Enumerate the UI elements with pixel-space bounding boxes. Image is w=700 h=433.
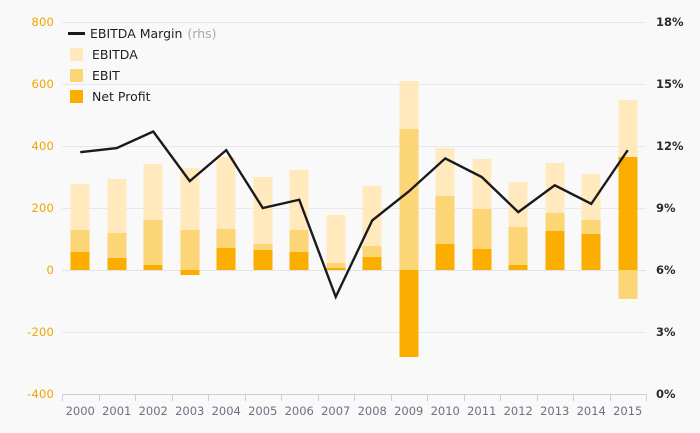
x-axis-label: 2014	[576, 404, 606, 418]
gridline	[62, 332, 646, 333]
right-axis-tick: 12%	[656, 139, 684, 153]
bar-group[interactable]	[318, 22, 355, 394]
x-axis-label: 2009	[394, 404, 424, 418]
bar-segment-net-profit[interactable]	[581, 234, 601, 270]
bar-segment-ebitda[interactable]	[326, 214, 346, 270]
left-axis-tick: -200	[27, 325, 54, 339]
x-axis-tick	[463, 394, 465, 401]
x-axis-tick	[98, 394, 100, 401]
x-axis-label: 2015	[613, 404, 643, 418]
left-axis-tick: 200	[31, 201, 54, 215]
x-axis-label: 2007	[321, 404, 351, 418]
bar-segment-net-profit[interactable]	[216, 248, 236, 270]
bar-group[interactable]	[610, 22, 647, 394]
bar-segment-net-profit[interactable]	[253, 249, 273, 270]
legend-item-net-profit[interactable]: Net Profit	[68, 87, 288, 106]
right-axis-tick: 0%	[656, 387, 676, 401]
bar-segment-net-profit[interactable]	[545, 231, 565, 270]
x-axis-label: 2013	[540, 404, 570, 418]
bar-group[interactable]	[391, 22, 428, 394]
bar-group[interactable]	[537, 22, 574, 394]
left-axis-tick: 600	[31, 77, 54, 91]
legend-axis-note: (rhs)	[187, 26, 217, 41]
bar-segment-net-profit[interactable]	[70, 252, 90, 270]
bar-segment-ebit[interactable]	[180, 230, 200, 270]
x-axis-tick	[500, 394, 501, 401]
legend-label: EBITDA	[92, 47, 138, 62]
x-axis-tick	[536, 394, 538, 401]
legend-item-ebitda[interactable]: EBITDA	[68, 45, 288, 64]
x-axis-label: 2005	[248, 404, 278, 418]
x-axis-tick	[62, 394, 63, 401]
x-axis-tick	[390, 394, 392, 401]
bar-group[interactable]	[354, 22, 391, 394]
bar-segment-net-profit[interactable]	[107, 258, 127, 270]
x-axis-tick	[171, 394, 173, 401]
bar-segment-net-profit[interactable]	[618, 156, 638, 270]
x-axis-label: 2001	[102, 404, 132, 418]
bar-segment-ebit[interactable]	[143, 220, 163, 270]
bar-segment-net-profit[interactable]	[143, 265, 163, 270]
x-axis-tick	[281, 394, 282, 401]
legend-label: EBIT	[92, 68, 120, 83]
bar-segment-net-profit[interactable]	[435, 243, 455, 270]
right-axis-tick: 6%	[656, 263, 676, 277]
legend-color-swatch	[70, 90, 83, 103]
right-axis-tick: 3%	[656, 325, 676, 339]
x-axis-label: 2002	[138, 404, 168, 418]
bar-segment-ebit[interactable]	[508, 226, 528, 270]
bar-group[interactable]	[427, 22, 464, 394]
x-axis-label: 2010	[430, 404, 460, 418]
chart-legend: EBITDA Margin (rhs) EBITDA EBIT Net Profit	[68, 24, 288, 108]
x-axis-label: 2008	[357, 404, 387, 418]
left-axis-tick: 0	[46, 263, 54, 277]
legend-line-swatch	[68, 32, 85, 35]
x-axis-label: 2006	[284, 404, 314, 418]
legend-color-swatch	[70, 69, 83, 82]
gridline	[62, 22, 646, 23]
x-axis-tick	[244, 394, 246, 401]
bar-group[interactable]	[573, 22, 610, 394]
bar-segment-net-profit[interactable]	[326, 267, 346, 270]
bar-segment-net-profit[interactable]	[508, 265, 528, 270]
bar-segment-net-profit[interactable]	[472, 248, 492, 270]
bar-segment-net-profit[interactable]	[180, 270, 200, 275]
legend-label: EBITDA Margin	[90, 26, 183, 41]
x-axis-label: 2011	[467, 404, 497, 418]
bar-segment-net-profit[interactable]	[289, 252, 309, 270]
x-axis-tick	[317, 394, 319, 401]
legend-label: Net Profit	[92, 89, 151, 104]
x-axis-label: 2012	[503, 404, 533, 418]
left-axis-tick: -400	[27, 387, 54, 401]
x-axis-tick	[135, 394, 136, 401]
x-axis-tick	[609, 394, 611, 401]
legend-item-ebitda-margin[interactable]: EBITDA Margin (rhs)	[68, 24, 288, 43]
x-axis-label: 2003	[175, 404, 205, 418]
bar-segment-ebit[interactable]	[399, 128, 419, 270]
bar-group[interactable]	[464, 22, 501, 394]
bar-segment-net-profit[interactable]	[399, 270, 419, 357]
gridline	[62, 84, 646, 85]
left-axis-tick: 800	[31, 15, 54, 29]
legend-item-ebit[interactable]: EBIT	[68, 66, 288, 85]
bar-segment-ebit[interactable]	[618, 270, 638, 299]
right-axis-tick: 15%	[656, 77, 684, 91]
right-axis-tick: 18%	[656, 15, 684, 29]
bar-group[interactable]	[500, 22, 537, 394]
x-axis-tick	[427, 394, 428, 401]
left-axis-tick: 400	[31, 139, 54, 153]
x-axis-tick	[646, 394, 647, 401]
right-axis-tick: 9%	[656, 201, 676, 215]
x-axis-tick	[354, 394, 355, 401]
bar-segment-net-profit[interactable]	[362, 256, 382, 270]
x-axis-tick	[573, 394, 574, 401]
x-axis-tick	[208, 394, 209, 401]
x-axis-label: 2000	[65, 404, 95, 418]
x-axis-label: 2004	[211, 404, 241, 418]
legend-color-swatch	[70, 48, 83, 61]
